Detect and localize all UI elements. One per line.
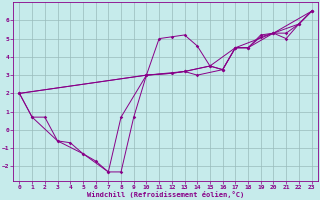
X-axis label: Windchill (Refroidissement éolien,°C): Windchill (Refroidissement éolien,°C) [87, 191, 244, 198]
